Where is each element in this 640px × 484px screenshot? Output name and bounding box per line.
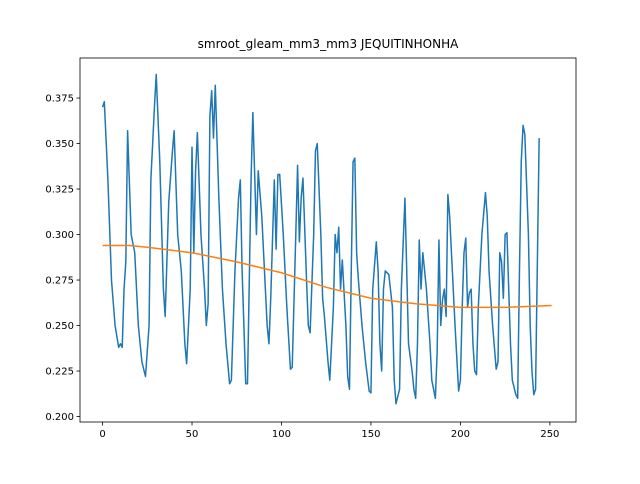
y-tick-label: 0.225 <box>45 367 74 378</box>
line-series <box>101 73 540 405</box>
x-tick-label: 150 <box>361 429 380 440</box>
line-series <box>102 244 552 309</box>
chart-title: smroot_gleam_mm3_mm3 JEQUITINHONHA <box>198 37 459 51</box>
y-tick-label: 0.350 <box>45 139 74 150</box>
x-tick-label: 50 <box>186 429 199 440</box>
x-tick-label: 100 <box>272 429 291 440</box>
y-tick-label: 0.200 <box>45 412 74 423</box>
y-tick-label: 0.275 <box>45 276 74 287</box>
x-tick-label: 0 <box>99 429 105 440</box>
y-tick-label: 0.325 <box>45 185 74 196</box>
y-tick-label: 0.375 <box>45 94 74 105</box>
y-tick-label: 0.300 <box>45 230 74 241</box>
x-tick-label: 250 <box>540 429 559 440</box>
y-tick-label: 0.250 <box>45 321 74 332</box>
x-tick-label: 200 <box>451 429 470 440</box>
plot-frame <box>79 57 577 423</box>
